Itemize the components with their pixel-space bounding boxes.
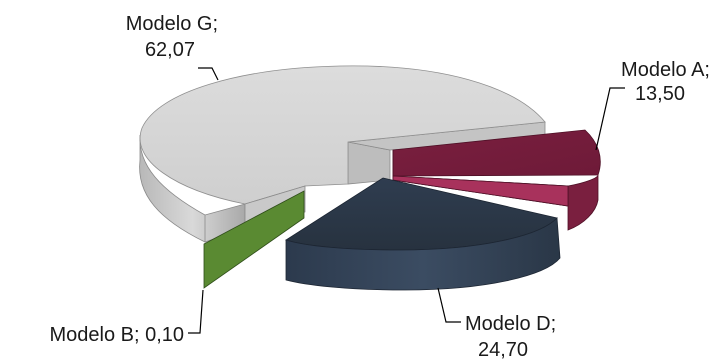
leader-modelo-d [437, 287, 461, 323]
label-modelo-d-name: Modelo D; [465, 313, 556, 335]
label-modelo-a-value: 13,50 [635, 83, 685, 105]
label-modelo-g-value: 62,07 [145, 39, 195, 61]
label-modelo-b: Modelo B; 0,10 [49, 324, 184, 346]
label-modelo-a-name: Modelo A; [621, 59, 710, 81]
label-modelo-d-value: 24,70 [478, 339, 528, 361]
slice-modelo-d [285, 177, 561, 291]
slice-modelo-d-side [285, 217, 561, 291]
slice-modelo-b-face [203, 190, 305, 289]
slice-modelo-g-top [139, 65, 546, 205]
slice-modelo-b [203, 190, 305, 289]
leader-modelo-a [595, 87, 625, 151]
label-modelo-g-name: Modelo G; [126, 13, 218, 35]
slice-modelo-a-side [567, 174, 599, 231]
slice-modelo-a-top [392, 129, 601, 177]
leader-modelo-b [188, 289, 204, 334]
leader-modelo-g [198, 67, 219, 81]
slice-modelo-a [392, 129, 601, 231]
